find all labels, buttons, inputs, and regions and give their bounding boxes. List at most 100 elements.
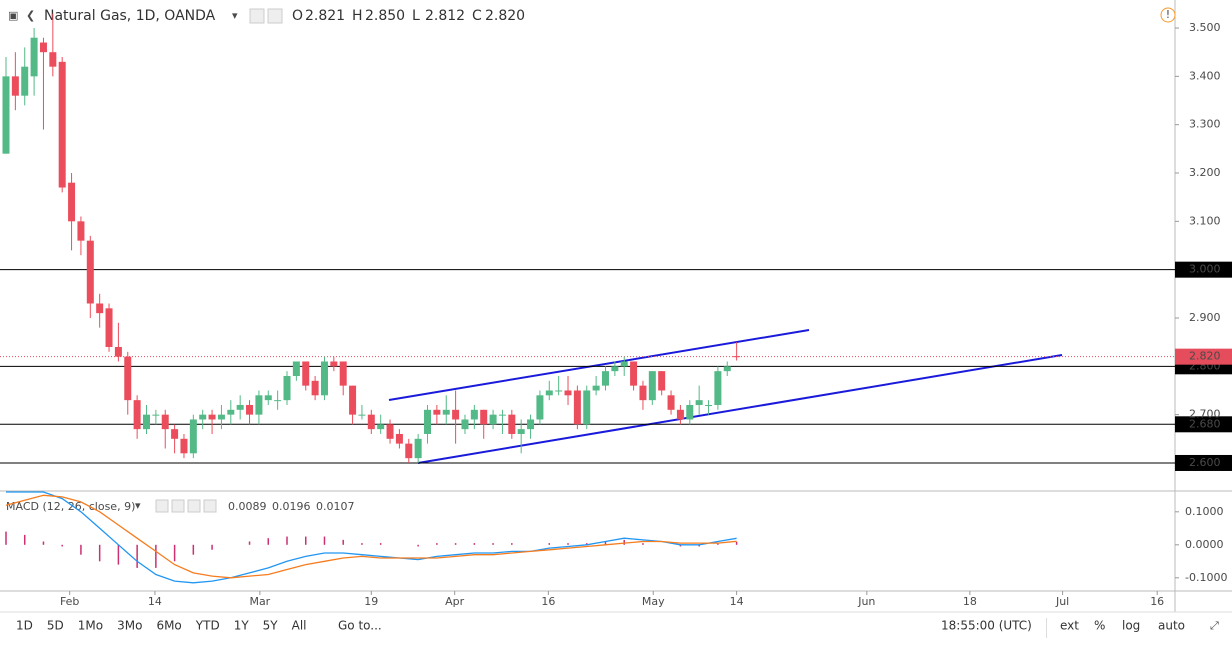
candle-body: [311, 380, 319, 396]
candle: [386, 419, 394, 444]
range-button[interactable]: 1D: [16, 619, 33, 633]
eye-icon[interactable]: [155, 499, 169, 513]
y-tick-label: -0.1000: [1185, 571, 1227, 584]
range-button[interactable]: YTD: [195, 619, 220, 633]
dropdown[interactable]: ▾: [135, 499, 141, 512]
candle-body: [676, 409, 684, 420]
candle: [311, 375, 319, 401]
candle-body: [452, 409, 460, 420]
candle-body: [217, 414, 225, 420]
candle-body: [320, 361, 328, 396]
range-button[interactable]: 6Mo: [156, 619, 181, 633]
candle: [508, 409, 516, 439]
candle: [124, 351, 132, 415]
candle-body: [592, 385, 600, 391]
candle: [592, 375, 600, 396]
candle: [611, 361, 619, 376]
candle: [236, 395, 244, 420]
candle-body: [648, 371, 656, 401]
candle-body: [161, 414, 169, 430]
close-icon[interactable]: [203, 499, 217, 513]
symbol[interactable]: Natural Gas, 1D, OANDA: [44, 8, 216, 24]
candle-body: [395, 433, 403, 444]
ohlc-key: L: [412, 8, 420, 24]
candle-body: [133, 400, 141, 430]
candle-body: [30, 37, 38, 77]
candle: [49, 13, 57, 77]
candle: [283, 371, 291, 405]
candle: [30, 28, 38, 96]
candle-body: [2, 76, 10, 154]
x-tick-label: Mar: [249, 595, 270, 608]
candle: [143, 404, 151, 434]
range-button[interactable]: All: [292, 619, 307, 633]
candle-body: [283, 375, 291, 401]
candle-body: [424, 409, 432, 434]
candle: [714, 366, 722, 410]
trend-line-upper[interactable]: [388, 329, 810, 401]
candle: [517, 419, 525, 454]
macd-line: [5, 494, 737, 579]
collapse-icon[interactable]: ▣: [8, 9, 18, 22]
candle-body: [86, 240, 94, 304]
candle-body: [536, 395, 544, 420]
range-button[interactable]: 5D: [47, 619, 64, 633]
level-badge: [1175, 261, 1232, 278]
candle: [442, 395, 450, 425]
goto-button[interactable]: Go to...: [338, 619, 382, 633]
candle-body: [227, 409, 235, 415]
settings-icon[interactable]: [171, 499, 185, 513]
separator: [1046, 618, 1047, 638]
y-tick-label: 3.100: [1189, 214, 1221, 227]
candle: [339, 361, 347, 396]
header: ▣ ❮ Natural Gas, 1D, OANDA ▾ !: [8, 7, 1176, 24]
candle-body: [527, 419, 535, 430]
candle-body: [498, 414, 506, 416]
candle: [658, 371, 666, 396]
option-button[interactable]: log: [1122, 619, 1140, 633]
x-tick-label: May: [642, 595, 665, 608]
alert-icon[interactable]: [1160, 7, 1176, 23]
candle: [208, 409, 216, 434]
last-price-badge: [1175, 348, 1232, 365]
candle-body: [199, 414, 207, 420]
candle-body: [58, 61, 66, 188]
candle-body: [152, 414, 160, 416]
candle-body: [489, 414, 497, 425]
candle: [96, 293, 104, 328]
range-button[interactable]: 5Y: [263, 619, 279, 633]
collapse-arrow[interactable]: ❮: [26, 9, 35, 22]
trend-line-lower[interactable]: [417, 354, 1063, 464]
option-button[interactable]: auto: [1158, 619, 1185, 633]
candle: [545, 380, 553, 401]
candle-body: [292, 361, 300, 376]
candle: [255, 390, 263, 425]
candle-body: [236, 404, 244, 410]
settings-icon[interactable]: [267, 8, 283, 24]
ohlc-value: 2.821: [305, 8, 345, 24]
level-badge: [1175, 416, 1232, 433]
add-icon[interactable]: [187, 499, 201, 513]
candle-body: [330, 361, 338, 367]
candle-body: [564, 390, 572, 396]
option-button[interactable]: ext: [1060, 619, 1079, 633]
x-tick-label: Jun: [857, 595, 875, 608]
range-button[interactable]: 3Mo: [117, 619, 142, 633]
ohlc-key: O: [292, 8, 303, 24]
dropdown[interactable]: ▾: [232, 9, 238, 22]
x-tick-label: Feb: [60, 595, 79, 608]
eye-icon[interactable]: [249, 8, 265, 24]
range-button[interactable]: 1Mo: [78, 619, 103, 633]
range-button[interactable]: 1Y: [234, 619, 250, 633]
option-button[interactable]: %: [1094, 619, 1105, 633]
candle-body: [433, 409, 441, 415]
candle: [358, 404, 366, 420]
alert-mark[interactable]: !: [1166, 8, 1170, 21]
candle-body: [77, 221, 85, 241]
fullscreen-icon[interactable]: ⤢: [1210, 619, 1219, 632]
y-tick-label: 0.0000: [1185, 538, 1224, 551]
ohlc-key: H: [352, 8, 363, 24]
candle: [39, 37, 47, 130]
